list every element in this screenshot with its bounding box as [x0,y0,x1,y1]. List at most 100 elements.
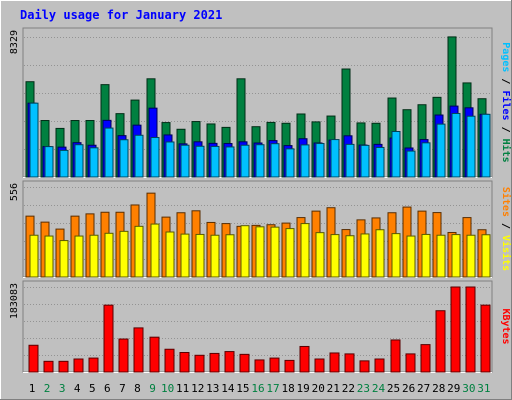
bar-pages-day-30 [466,115,476,178]
bar-kbytes-day-14 [224,351,235,373]
bar-kbytes-day-18 [284,359,295,373]
bar-pages-day-12 [195,145,205,178]
x-tick-label: 2 [44,382,51,395]
bar-pages-day-17 [270,143,280,178]
bar-sites-day-14 [225,234,235,278]
bar-sites-day-22 [345,235,355,278]
x-tick-label: 6 [104,382,111,395]
bar-pages-day-22 [345,143,355,178]
bar-kbytes-day-2 [43,360,54,373]
bar-kbytes-day-12 [194,354,205,373]
x-tick-label: 30 [462,382,475,395]
bar-sites-day-4 [74,235,84,278]
bar-kbytes-day-9 [149,336,160,373]
bar-sites-day-31 [481,234,491,278]
bar-kbytes-day-29 [450,286,461,373]
bar-sites-day-28 [436,234,446,278]
panel-top: 8329 Pages / Files / Hits [9,27,512,178]
right-label-part: Hits [500,139,512,163]
x-tick-label: 4 [74,382,81,395]
bar-kbytes-day-13 [209,352,220,373]
bar-sites-day-1 [29,234,39,278]
chart-panels: 8329 Pages / Files / Hits 556 Sites / Visit… [9,27,512,373]
bar-kbytes-day-7 [118,338,129,373]
bar-kbytes-day-30 [465,286,476,373]
x-tick-label: 3 [59,382,66,395]
y-max-label: 183083 [9,283,20,319]
bar-kbytes-day-5 [88,357,99,373]
right-label-top: Pages / Files / Hits [500,42,512,162]
series-pages [29,102,491,178]
bar-sites-day-29 [451,234,461,278]
series-kbytes [28,286,491,373]
bar-sites-day-10 [165,231,175,278]
bar-sites-day-17 [270,226,280,278]
bar-kbytes-day-11 [179,352,190,373]
x-tick-label: 23 [357,382,370,395]
x-tick-label: 12 [191,382,204,395]
bar-kbytes-day-26 [405,353,416,373]
bar-sites-day-9 [150,223,160,278]
bar-kbytes-day-3 [58,360,69,373]
x-tick-label: 29 [447,382,460,395]
y-max-label: 556 [9,183,20,201]
bar-pages-day-26 [406,150,416,178]
bar-sites-day-16 [255,226,265,278]
bar-kbytes-day-16 [254,359,265,373]
bar-sites-day-5 [89,234,99,278]
bar-kbytes-day-1 [28,344,39,373]
bar-kbytes-day-27 [420,344,431,373]
x-tick-label: 20 [312,382,325,395]
bar-pages-day-15 [240,144,250,178]
bar-sites-day-12 [195,233,205,278]
x-tick-label: 31 [477,382,490,395]
bar-sites-day-7 [119,230,129,278]
x-tick-label: 26 [402,382,415,395]
bar-kbytes-day-23 [359,360,370,373]
bar-kbytes-day-21 [329,352,340,373]
chart-title: Daily usage for January 2021 [20,8,222,22]
bar-pages-day-29 [451,112,461,178]
bar-sites-day-21 [330,234,340,278]
x-tick-label: 11 [176,382,189,395]
bar-kbytes-day-28 [435,310,446,373]
bar-sites-day-11 [180,233,190,278]
bar-kbytes-day-17 [269,357,280,373]
bar-pages-day-27 [421,142,431,178]
bar-sites-day-15 [240,225,250,278]
bar-sites-day-26 [406,235,416,278]
bar-kbytes-day-4 [73,358,84,373]
x-tick-label: 14 [221,382,235,395]
bar-pages-day-20 [315,143,325,178]
bar-pages-day-13 [210,145,220,178]
right-label-part: / [500,121,511,139]
right-label-part: Pages [500,42,511,72]
bar-pages-day-7 [119,139,129,178]
bar-pages-day-24 [375,146,385,178]
x-tick-label: 7 [119,382,126,395]
x-tick-label: 28 [432,382,445,395]
bar-kbytes-day-24 [374,358,385,373]
bar-pages-day-18 [285,148,295,178]
right-label-middle: Sites / Visits [500,187,512,271]
bar-kbytes-day-10 [164,348,175,373]
bar-sites-day-30 [466,234,476,278]
right-label-part: KBytes [500,308,511,344]
bar-sites-day-23 [360,233,370,278]
bar-pages-day-5 [89,147,99,178]
bar-sites-day-8 [134,225,144,278]
bar-pages-day-8 [134,134,144,178]
bar-pages-day-21 [330,139,340,178]
bar-kbytes-day-15 [239,353,250,373]
bar-kbytes-day-22 [344,353,355,373]
bar-sites-day-24 [375,229,385,278]
bar-pages-day-11 [180,144,190,178]
bar-kbytes-day-31 [480,304,491,373]
x-tick-label: 25 [387,382,400,395]
bar-pages-day-31 [481,113,491,178]
bar-pages-day-10 [165,141,175,178]
bar-kbytes-day-19 [299,345,310,373]
bar-sites-day-27 [421,233,431,278]
bar-kbytes-day-25 [390,339,401,373]
